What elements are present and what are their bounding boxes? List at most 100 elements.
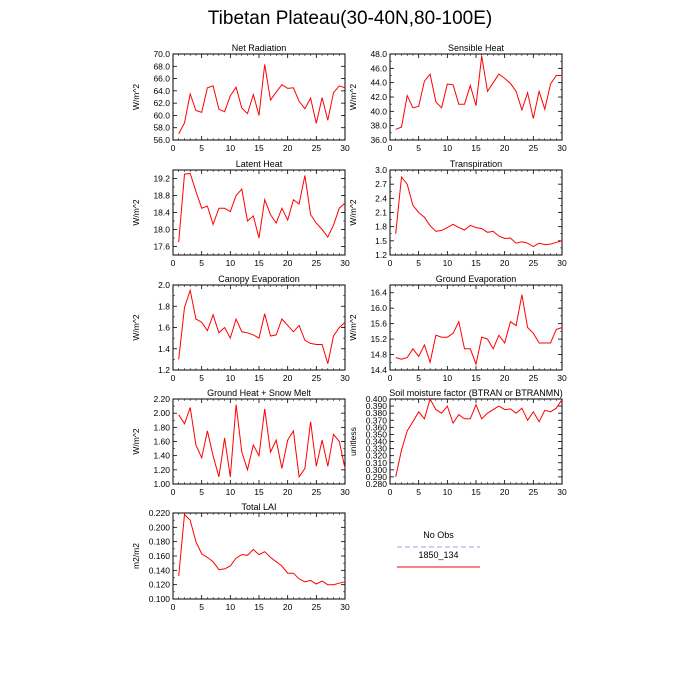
series-line-transpiration [395,175,563,248]
panel-frame [389,53,563,141]
y-tick-label: 0.400 [366,394,388,404]
x-tick-label: 15 [254,487,264,497]
panel-frame [172,284,346,371]
x-tick-label: 25 [529,258,539,268]
y-tick-label: 18.8 [153,191,170,201]
y-tick-label: 0.360 [366,422,388,432]
x-tick-label: 10 [443,143,453,153]
y-tick-label: 3.0 [375,165,387,175]
y-tick-label: 48.0 [370,49,387,59]
x-tick-label: 20 [283,373,293,383]
y-tick-label: 0.330 [366,444,388,454]
y-tick-label: 38.0 [370,121,387,131]
panel-canopy-evaporation: Canopy Evaporation 0 5 10 15 20 25 30 1.2 1.4 1.6 1… [131,274,350,383]
y-tick-label: 0.200 [149,522,171,532]
panel-title: Net Radiation [232,43,287,53]
y-tick-label: 18.4 [153,208,170,218]
legend-label: No Obs [423,530,454,540]
x-tick-label: 15 [254,602,264,612]
y-tick-label: 66.0 [153,74,170,84]
x-tick-label: 30 [557,487,567,497]
y-tick-label: 0.100 [149,594,171,604]
x-tick-label: 10 [443,487,453,497]
x-tick-label: 0 [388,143,393,153]
panel-frame [389,284,563,371]
panel-frame [389,169,563,256]
panel-total-lai: Total LAI 0 5 10 15 20 25 30 0.100 0.120 0.140 0.16… [131,502,350,612]
x-tick-label: 5 [416,487,421,497]
x-tick-label: 20 [283,258,293,268]
panel-latent-heat: Latent Heat 0 5 10 15 20 25 30 17.6 18.0 18.4 18.8 1… [131,159,350,268]
panel-title: Latent Heat [236,159,283,169]
y-tick-label: 1.40 [153,451,170,461]
legend: No Obs 1850_134 [397,530,480,568]
x-tick-label: 30 [340,602,350,612]
x-tick-label: 0 [388,373,393,383]
y-tick-label: 1.00 [153,479,170,489]
x-tick-label: 5 [416,373,421,383]
y-tick-label: 64.0 [153,86,170,96]
x-tick-label: 5 [199,258,204,268]
x-tick-label: 30 [557,373,567,383]
x-tick-label: 30 [340,487,350,497]
y-tick-label: 1.5 [375,236,387,246]
y-tick-label: 1.2 [158,365,170,375]
x-tick-label: 10 [226,487,236,497]
panel-net-radiation: Net Radiation 0 5 10 15 20 25 30 56.0 58.0 60.0 62.… [131,43,350,153]
x-tick-label: 20 [283,602,293,612]
panel-transpiration: Transpiration 0 5 10 15 20 25 30 1.2 1.5 1.8 2.1 2.4… [348,159,567,268]
y-axis-label: W/m^2 [348,84,358,110]
panel-title: Transpiration [450,159,502,169]
panel-title: Soil moisture factor (BTRAN or BTRANMN) [389,388,563,398]
y-axis-label: W/m^2 [131,84,141,110]
y-tick-label: 15.6 [370,319,387,329]
panel-frame [389,398,563,485]
y-tick-label: 36.0 [370,135,387,145]
panel-frame [172,53,346,141]
y-axis-label: W/m^2 [131,428,141,454]
x-tick-label: 0 [171,602,176,612]
series-line-sensible-heat [395,56,562,130]
y-tick-label: 0.220 [149,508,171,518]
x-tick-label: 0 [171,143,176,153]
x-tick-label: 25 [529,487,539,497]
x-tick-label: 5 [416,143,421,153]
y-tick-label: 0.370 [366,415,388,425]
x-tick-label: 30 [340,258,350,268]
y-tick-label: 68.0 [153,61,170,71]
x-tick-label: 10 [226,258,236,268]
x-tick-label: 30 [557,258,567,268]
series-line-canopy-evaporation [178,288,346,364]
x-tick-label: 20 [500,143,510,153]
y-tick-label: 60.0 [153,110,170,120]
x-tick-label: 0 [171,487,176,497]
legend-label: 1850_134 [418,550,458,560]
x-tick-label: 25 [529,373,539,383]
panel-frame [172,512,346,600]
y-tick-label: 2.7 [375,179,387,189]
y-tick-label: 0.290 [366,472,388,482]
x-tick-label: 30 [557,143,567,153]
x-tick-label: 25 [312,602,322,612]
series-line-latent-heat [178,172,346,243]
y-tick-label: 18.0 [153,225,170,235]
x-tick-label: 25 [312,258,322,268]
x-tick-label: 15 [254,373,264,383]
y-axis-label: W/m^2 [131,199,141,225]
y-tick-label: 62.0 [153,98,170,108]
panel-sensible-heat: Sensible Heat 0 5 10 15 20 25 30 36.0 38.0 40.0 42.… [348,43,567,153]
y-tick-label: 16.0 [370,303,387,313]
y-tick-label: 2.0 [158,280,170,290]
x-tick-label: 0 [388,487,393,497]
y-tick-label: 16.4 [370,288,387,298]
y-tick-label: 0.340 [366,437,388,447]
series-line-soil-moisture-factor-btran-or-btranmn [395,397,563,478]
x-tick-label: 10 [226,602,236,612]
y-tick-label: 1.8 [375,222,387,232]
x-tick-label: 30 [340,373,350,383]
x-tick-label: 15 [471,258,481,268]
y-axis-label: W/m^2 [348,199,358,225]
x-tick-label: 25 [312,487,322,497]
x-tick-label: 5 [416,258,421,268]
